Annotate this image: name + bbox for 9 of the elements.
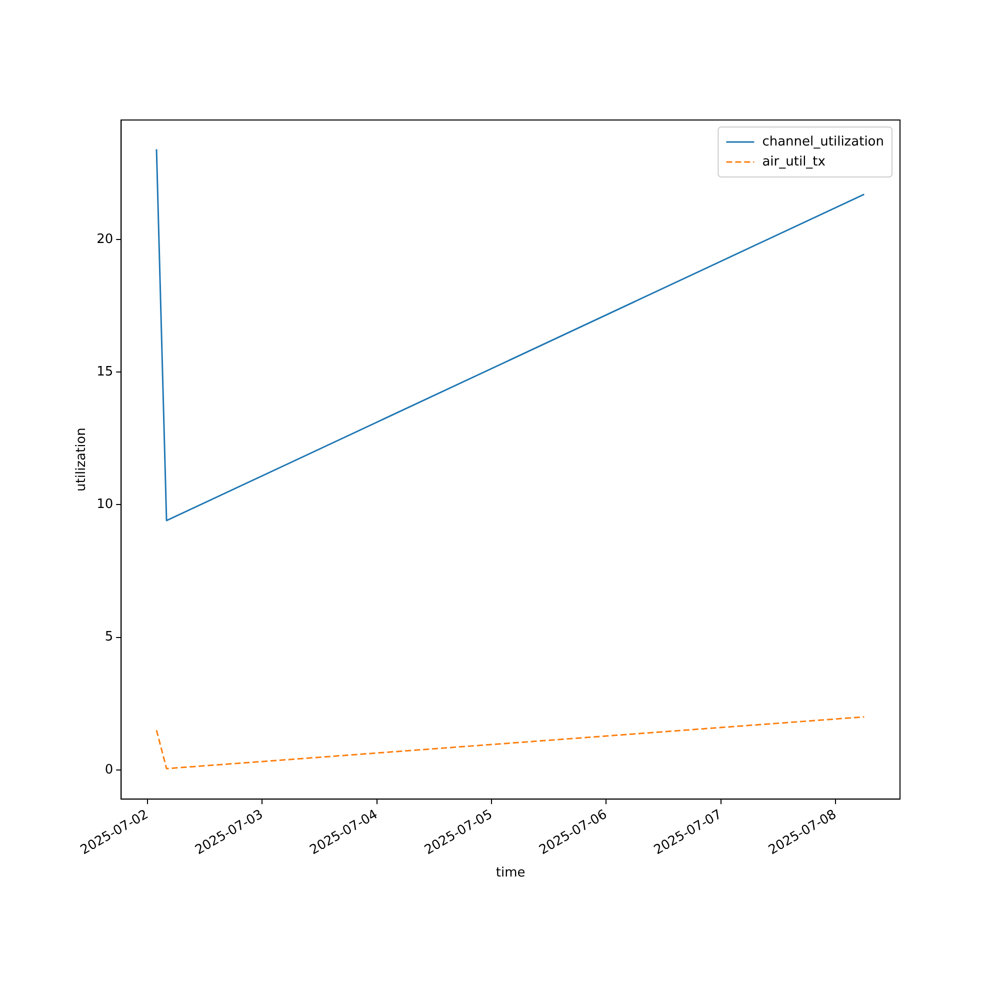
y-tick-label: 10 <box>96 497 114 512</box>
legend-label: air_util_tx <box>762 154 826 170</box>
legend-label: channel_utilization <box>762 134 884 150</box>
y-tick-label: 0 <box>104 762 114 778</box>
y-axis-title: utilization <box>74 428 90 492</box>
y-tick-label: 15 <box>96 364 114 380</box>
y-tick-label: 5 <box>104 630 114 645</box>
y-tick-label: 20 <box>96 232 114 247</box>
x-axis-title: time <box>496 866 526 881</box>
